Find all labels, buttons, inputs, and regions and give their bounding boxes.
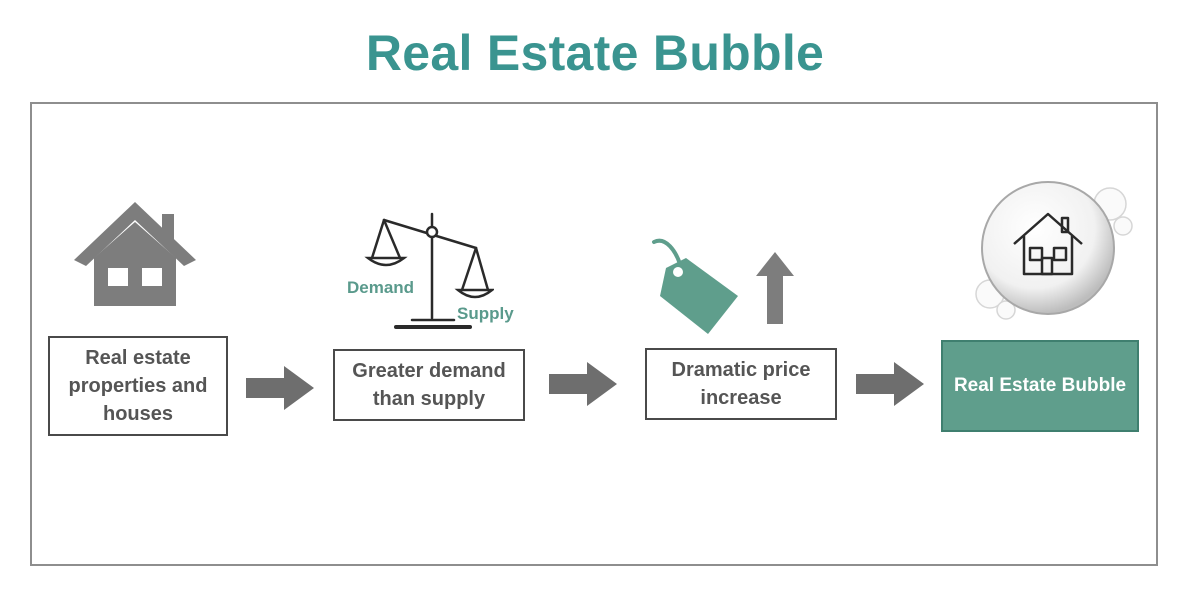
flow-arrow-3 <box>856 362 924 406</box>
step-bubble-label: Real Estate Bubble <box>953 375 1127 396</box>
price-tag-icon <box>652 238 738 334</box>
demand-label: Demand <box>347 278 415 297</box>
up-arrow-icon <box>756 252 794 324</box>
house-icon <box>74 202 196 306</box>
diagram-title: Real Estate Bubble <box>365 25 825 81</box>
supply-label: Supply <box>457 304 514 323</box>
flow-arrow-1 <box>246 366 314 410</box>
balance-scale-icon <box>364 212 494 329</box>
step-properties-label: Real estate properties and houses <box>68 347 208 425</box>
step-properties-box: Real estate properties and houses <box>48 336 228 436</box>
step-price-box: Dramatic price increase <box>645 348 837 420</box>
step-demand-label: Greater demand than supply <box>352 360 506 410</box>
flow-arrow-2 <box>549 362 617 406</box>
bubble-house-icon <box>975 181 1133 320</box>
step-bubble-box: Real Estate Bubble <box>941 340 1139 432</box>
step-price-label: Dramatic price increase <box>671 359 811 409</box>
step-demand-box: Greater demand than supply <box>333 349 525 421</box>
diagram-frame <box>30 102 1158 566</box>
